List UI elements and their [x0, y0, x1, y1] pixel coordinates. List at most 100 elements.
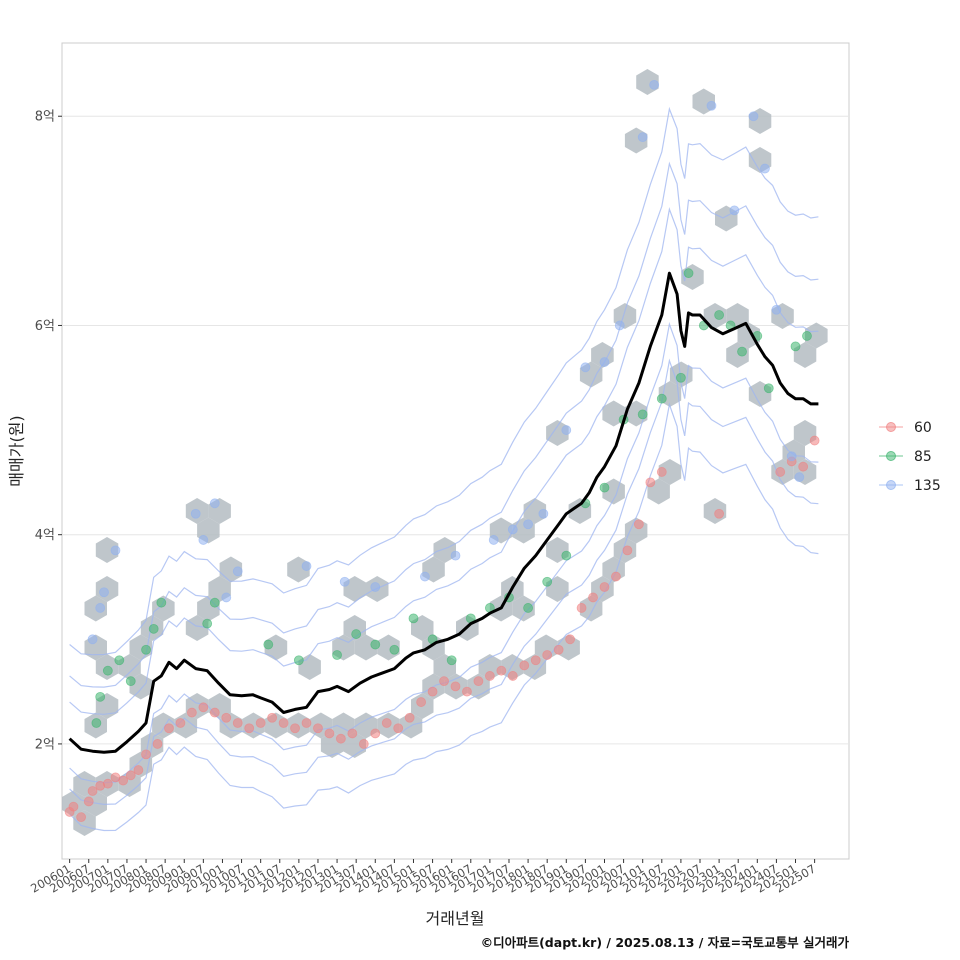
data-point-60	[278, 718, 289, 728]
y-tick-label: 2억	[35, 737, 55, 752]
data-point-135	[87, 634, 98, 645]
data-point-60	[599, 582, 610, 592]
data-point-60	[775, 467, 786, 477]
data-point-135	[190, 508, 201, 519]
data-point-135	[786, 451, 797, 462]
data-point-60	[133, 765, 144, 775]
data-point-60	[232, 718, 243, 728]
data-point-60	[565, 634, 576, 645]
y-axis-title: 매매가(원)	[7, 415, 26, 486]
data-point-135	[95, 603, 106, 613]
data-point-60	[530, 655, 541, 666]
data-point-85	[714, 310, 725, 320]
data-point-60	[164, 723, 174, 734]
density-contour-layer	[69, 106, 819, 832]
data-point-60	[809, 435, 820, 446]
density-contour	[69, 402, 819, 832]
data-point-135	[232, 566, 243, 577]
data-point-85	[790, 341, 801, 352]
hexbin-cell	[433, 537, 456, 563]
data-point-60	[714, 508, 725, 519]
data-point-60	[313, 723, 323, 734]
data-point-135	[649, 79, 660, 90]
x-tick-label: 202507	[773, 861, 818, 895]
trend-line	[68, 271, 819, 754]
data-point-60	[102, 778, 113, 789]
data-point-135	[507, 524, 518, 535]
hexbin-cell	[354, 634, 378, 661]
data-point-60	[622, 545, 633, 556]
data-point-60	[87, 786, 98, 796]
data-point-60	[118, 775, 129, 786]
data-point-85	[95, 691, 106, 702]
data-point-60	[267, 712, 278, 723]
data-point-85	[446, 655, 457, 666]
data-point-135	[637, 132, 648, 143]
data-point-60	[484, 671, 495, 681]
data-point-85	[156, 597, 167, 608]
density-contour	[69, 358, 819, 806]
data-point-60	[496, 665, 507, 676]
data-point-60	[393, 723, 404, 734]
data-point-60	[141, 749, 151, 760]
data-point-135	[488, 535, 499, 545]
data-point-135	[561, 425, 572, 435]
data-point-85	[683, 268, 694, 279]
data-point-85	[141, 644, 151, 655]
data-point-60	[125, 770, 136, 781]
data-point-85	[542, 576, 553, 587]
data-point-60	[301, 718, 312, 728]
data-point-135	[794, 472, 805, 483]
data-point-60	[358, 739, 369, 749]
data-point-85	[351, 629, 362, 639]
data-point-60	[519, 660, 530, 671]
data-point-85	[763, 383, 774, 394]
data-point-85	[599, 482, 610, 493]
data-point-60	[576, 603, 587, 613]
plot-panel	[61, 42, 850, 860]
data-point-60	[255, 718, 266, 728]
data-point-60	[152, 739, 163, 749]
hexbin-cell	[185, 615, 209, 641]
legend-key-point	[886, 451, 896, 461]
data-point-135	[450, 550, 461, 561]
data-point-135	[580, 362, 591, 373]
data-point-135	[339, 576, 350, 587]
data-point-85	[408, 613, 419, 624]
data-point-85	[114, 655, 125, 666]
data-point-85	[332, 650, 342, 660]
data-point-135	[523, 519, 533, 530]
data-point-60	[404, 712, 415, 723]
data-point-85	[737, 346, 747, 357]
data-point-135	[729, 205, 740, 216]
data-point-135	[771, 304, 782, 315]
data-point-85	[676, 372, 686, 383]
data-point-60	[290, 723, 300, 734]
density-contour	[69, 207, 819, 715]
hexbin-cell	[805, 322, 828, 349]
data-point-135	[599, 357, 610, 367]
points-layer	[64, 79, 820, 823]
data-point-60	[209, 707, 220, 718]
data-point-60	[473, 676, 484, 687]
data-point-60	[347, 728, 358, 739]
data-point-135	[110, 545, 121, 556]
hexbin-cell	[658, 459, 682, 485]
data-point-85	[802, 331, 812, 341]
data-point-135	[760, 163, 770, 174]
density-contour	[69, 161, 819, 688]
data-point-60	[76, 812, 87, 823]
data-point-135	[706, 100, 717, 111]
data-point-60	[542, 650, 553, 660]
data-point-60	[798, 461, 809, 472]
trend-layer	[68, 271, 819, 754]
legend: 60 85 135	[879, 420, 941, 494]
data-point-135	[209, 498, 220, 509]
density-contour	[69, 106, 819, 656]
data-point-85	[202, 618, 213, 629]
data-point-135	[301, 561, 312, 571]
data-point-135	[221, 592, 232, 603]
data-point-85	[389, 644, 400, 655]
data-point-60	[186, 707, 197, 718]
data-point-60	[507, 671, 518, 681]
